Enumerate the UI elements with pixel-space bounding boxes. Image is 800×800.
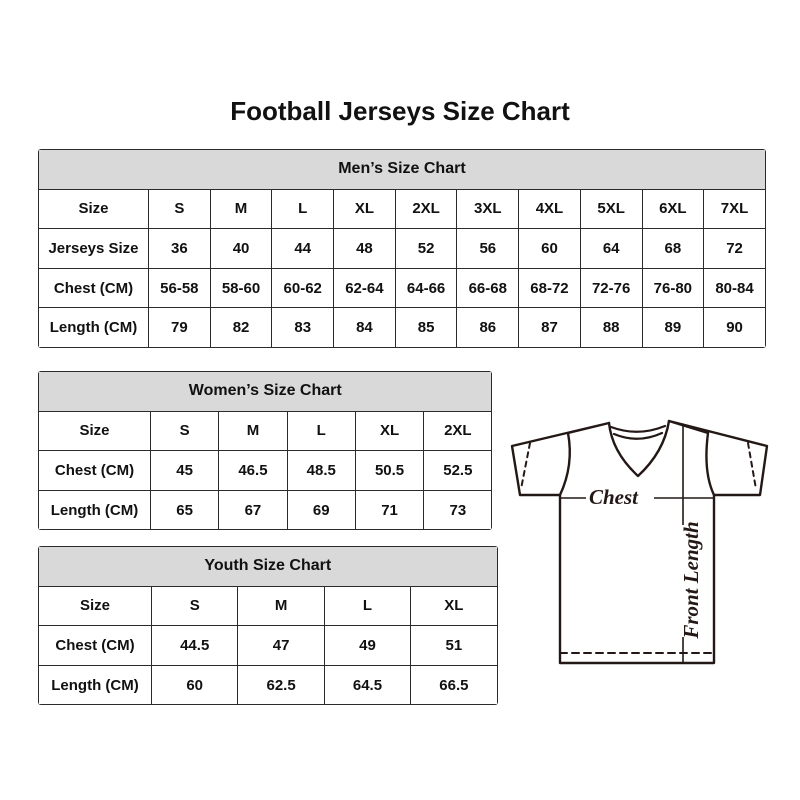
svg-text:Front Length: Front Length <box>679 521 703 639</box>
svg-text:Chest: Chest <box>589 485 639 509</box>
